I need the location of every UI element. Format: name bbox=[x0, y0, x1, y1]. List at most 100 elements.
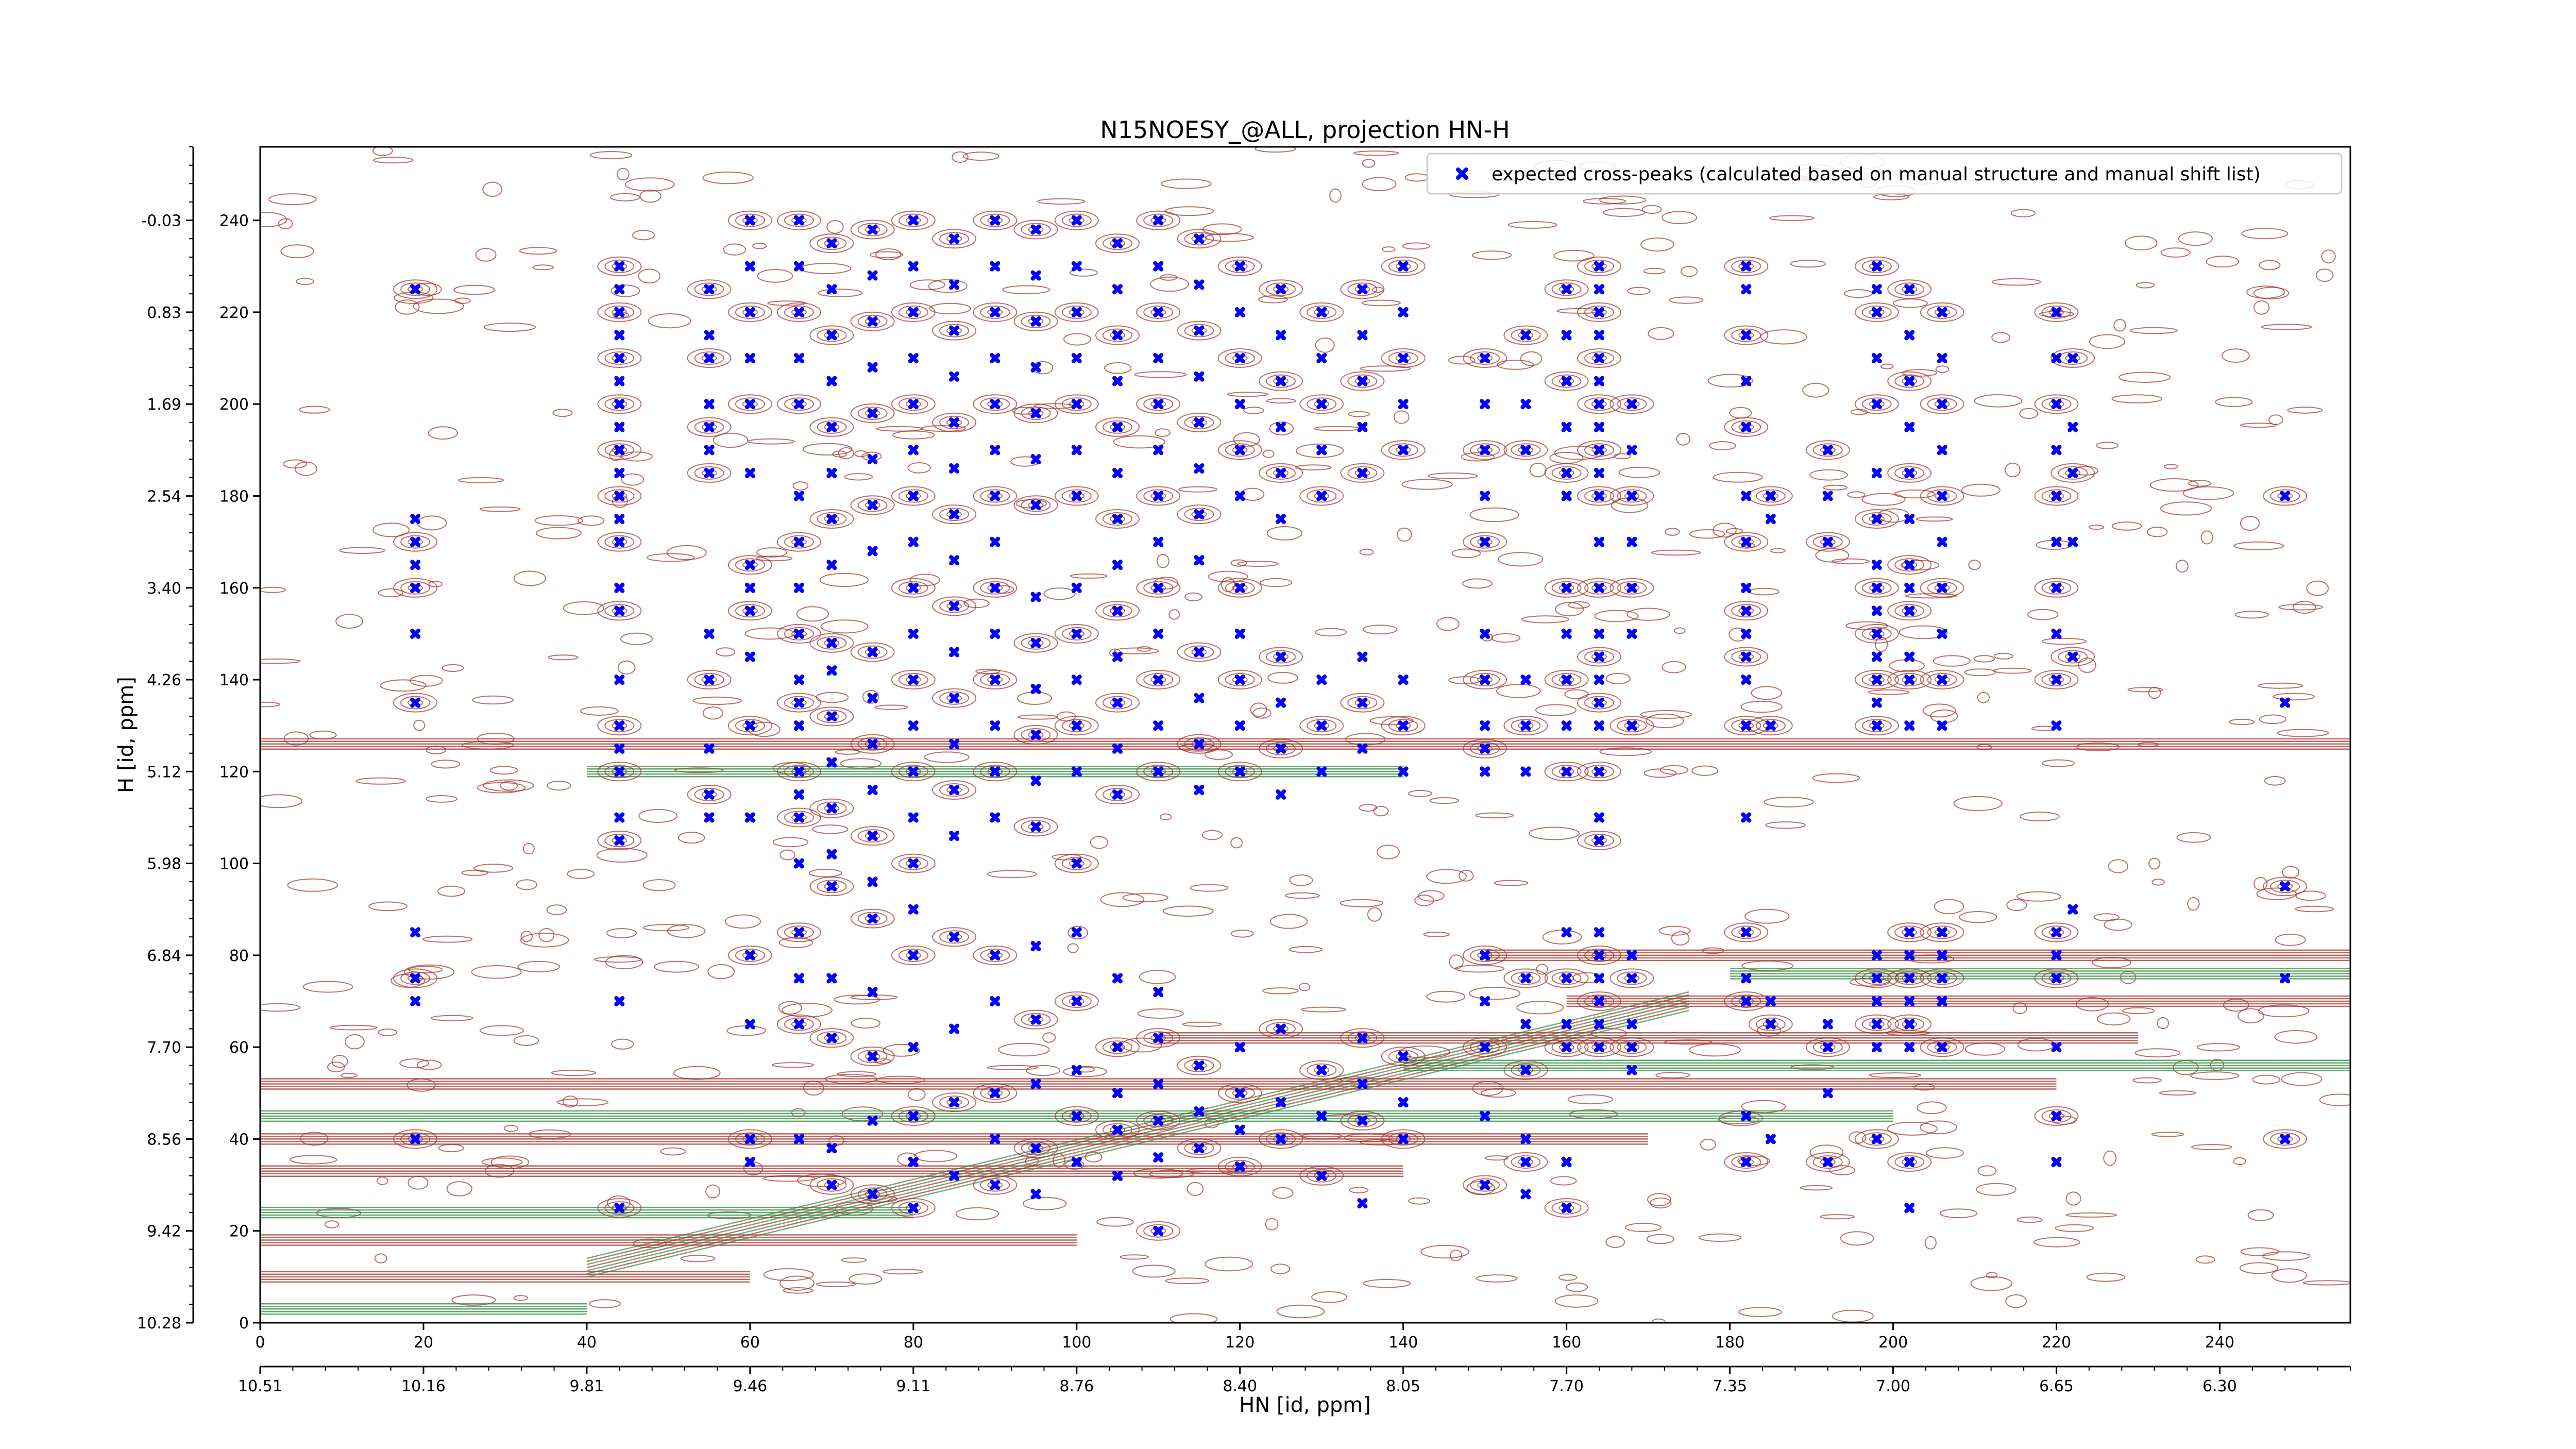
x-ppm-tick-label: 7.00 bbox=[1876, 1377, 1910, 1395]
peak-contour bbox=[393, 279, 438, 299]
noise-contour bbox=[2302, 1280, 2350, 1286]
cross-peak-point bbox=[1234, 720, 1245, 731]
peak-contour bbox=[1861, 512, 1892, 526]
peak-contour bbox=[1920, 302, 1964, 322]
peak-contour bbox=[1902, 285, 1918, 293]
peak-contour bbox=[1136, 210, 1181, 230]
peak-contour bbox=[784, 811, 814, 824]
peak-contour bbox=[1591, 262, 1607, 270]
noise-contour bbox=[1939, 1208, 1978, 1219]
peak-contour bbox=[824, 1181, 840, 1189]
peak-contour bbox=[1266, 466, 1296, 480]
peak-contour bbox=[1558, 584, 1574, 592]
noise-contour bbox=[430, 1015, 473, 1021]
cross-peak-point bbox=[1153, 307, 1164, 317]
x-ppm-tick-label: 9.81 bbox=[570, 1377, 604, 1395]
noise-contour bbox=[1671, 931, 1690, 946]
peak-contour bbox=[1731, 604, 1761, 618]
noise-contour bbox=[2149, 478, 2199, 492]
cross-peak-point bbox=[744, 1019, 755, 1030]
peak-contour bbox=[898, 397, 928, 411]
cross-peak-point bbox=[1765, 1134, 1776, 1144]
cross-peak-point bbox=[1871, 399, 1882, 410]
peak-contour bbox=[939, 508, 970, 521]
noise-contour bbox=[1691, 765, 1719, 776]
cross-peak-point bbox=[908, 1203, 919, 1214]
noise-contour bbox=[1738, 1307, 1782, 1317]
noise-contour bbox=[1289, 946, 1323, 953]
cross-peak-point bbox=[1480, 491, 1490, 501]
peak-contour bbox=[1934, 308, 1950, 316]
noise-contour bbox=[1647, 1193, 1671, 1206]
peak-contour bbox=[809, 798, 854, 818]
cross-peak-point bbox=[1937, 353, 1947, 364]
peak-contour bbox=[1731, 420, 1761, 434]
noise-contour bbox=[1737, 1155, 1770, 1166]
peak-contour bbox=[1894, 1155, 1925, 1169]
peak-contour bbox=[817, 237, 847, 250]
cross-peak-point bbox=[1153, 720, 1164, 731]
noise-contour bbox=[2065, 1191, 2081, 1206]
cross-peak-point bbox=[1520, 1134, 1531, 1144]
peak-contour bbox=[1259, 1129, 1303, 1149]
noise-contour bbox=[1472, 250, 1512, 260]
peak-contour bbox=[1217, 440, 1262, 460]
peak-contour bbox=[1861, 1132, 1892, 1146]
cross-peak-point bbox=[2051, 675, 2062, 685]
cross-peak-point bbox=[1741, 1110, 1752, 1121]
peak-contour bbox=[1061, 1109, 1092, 1123]
noise-contour bbox=[378, 588, 403, 598]
peak-contour bbox=[1314, 1172, 1330, 1180]
cross-peak-point bbox=[1594, 307, 1605, 317]
noise-contour bbox=[648, 313, 691, 329]
cross-peak-point bbox=[1275, 284, 1286, 295]
noise-contour bbox=[1626, 608, 1670, 621]
peak-contour bbox=[791, 400, 807, 408]
cross-peak-point bbox=[1275, 422, 1286, 432]
noise-contour bbox=[1642, 205, 1662, 214]
peak-contour bbox=[1381, 716, 1426, 736]
noise-contour bbox=[952, 151, 969, 163]
peak-contour bbox=[742, 607, 758, 615]
peak-contour bbox=[2041, 925, 2072, 939]
cross-peak-point bbox=[1822, 1157, 1833, 1168]
x-ppm-tick-label: 10.16 bbox=[401, 1377, 446, 1395]
cross-peak-point bbox=[2051, 1157, 2062, 1168]
noise-contour bbox=[1436, 617, 1460, 631]
cross-peak-point bbox=[1594, 973, 1605, 984]
peak-contour bbox=[1259, 1019, 1303, 1039]
peak-contour bbox=[1021, 498, 1051, 512]
peak-contour bbox=[973, 945, 1018, 965]
noise-contour bbox=[1565, 1282, 1588, 1292]
x-ppm-tick-label: 8.40 bbox=[1223, 1377, 1257, 1395]
peak-contour bbox=[784, 925, 814, 939]
noise-contour bbox=[2228, 718, 2255, 726]
peak-contour bbox=[701, 790, 717, 798]
cross-peak-point bbox=[614, 720, 625, 731]
peak-contour bbox=[1061, 213, 1092, 227]
cross-peak-point bbox=[1357, 1115, 1368, 1126]
cross-peak-point bbox=[1594, 675, 1605, 685]
noise-contour bbox=[1554, 1294, 1599, 1308]
noise-contour bbox=[882, 1269, 923, 1275]
peak-contour bbox=[1738, 262, 1754, 270]
peak-contour bbox=[1854, 1014, 1899, 1034]
noise-contour bbox=[1764, 797, 1814, 807]
noise-contour bbox=[851, 1018, 880, 1029]
cross-peak-point bbox=[1561, 376, 1572, 386]
noise-contour bbox=[1760, 329, 1807, 345]
x-axis-ppm: 10.51 10.16 9.81 9.46 9.11 8.76 8.40 8.05 7.70 7.… bbox=[238, 1366, 2351, 1395]
peak-contour bbox=[857, 737, 888, 751]
noise-contour bbox=[2306, 580, 2329, 596]
peak-contour bbox=[987, 400, 1003, 408]
peak-contour bbox=[1820, 446, 1836, 454]
plot-frame bbox=[259, 146, 2351, 1324]
noise-contour bbox=[2065, 1212, 2117, 1218]
cross-peak-point bbox=[793, 720, 804, 731]
noise-contour bbox=[295, 278, 315, 285]
cross-peak-point bbox=[1030, 941, 1041, 952]
noise-contour bbox=[1497, 360, 1534, 370]
noise-contour bbox=[1790, 1064, 1835, 1070]
peak-contour bbox=[1927, 581, 1957, 595]
cross-peak-point bbox=[1194, 555, 1205, 566]
